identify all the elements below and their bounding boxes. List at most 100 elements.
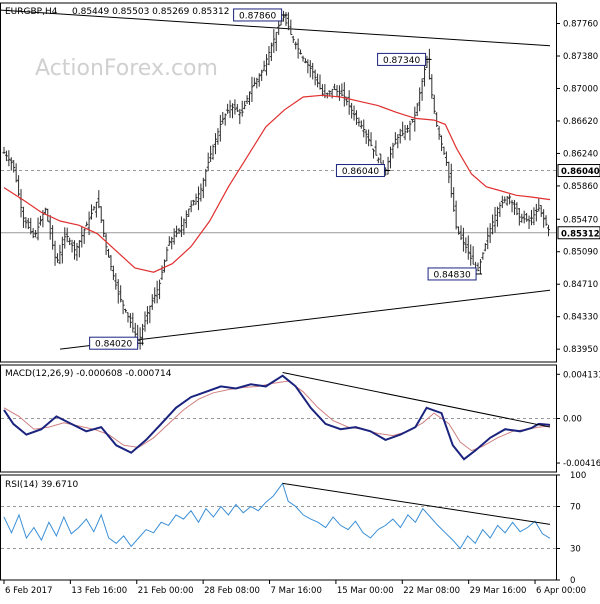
price-candle (38, 215, 42, 226)
price-candle (245, 95, 249, 104)
price-candle (72, 240, 76, 260)
panel-frame-0 (0, 2, 557, 363)
rsi-title: RSI(14) 39.6710 (5, 480, 78, 490)
price-candle (192, 199, 196, 206)
price-candle (145, 306, 149, 325)
price-candle (311, 62, 315, 80)
macd-trendline (282, 372, 551, 428)
price-candle (282, 10, 286, 22)
price-candle (211, 144, 215, 160)
price-candle (80, 226, 84, 248)
macd-panel: MACD(12,26,9) -0.000608 -0.000714 0.0041… (1, 369, 600, 469)
price-candle (435, 112, 439, 128)
price-candle (357, 117, 361, 127)
price-gridlines (1, 170, 556, 234)
price-candle (369, 132, 373, 147)
price-candle (206, 152, 210, 172)
price-candle (420, 78, 424, 101)
rsi-tick-label: 0 (570, 576, 575, 586)
price-candle (2, 146, 6, 154)
price-candle (70, 239, 74, 253)
price-candle (284, 12, 288, 27)
price-tick-label: 0.83950 (563, 345, 598, 355)
time-tick-label: 13 Feb 16:00 (71, 586, 127, 596)
price-candle (19, 189, 23, 218)
price-candle (425, 55, 429, 69)
price-axis: 0.87760 0.87380 0.87000 0.86620 0.86240 0.858… (556, 20, 600, 355)
price-candle (128, 313, 132, 328)
macd-tick-label: -0.004162 (563, 459, 600, 469)
price-trendline (0, 9, 551, 47)
price-candle (250, 76, 254, 102)
price-candle (143, 311, 147, 332)
price-candle (240, 100, 244, 117)
price-candle (447, 161, 451, 184)
price-candle (527, 215, 531, 230)
price-candle (9, 157, 13, 171)
price-candle (102, 219, 106, 238)
price-candle (495, 206, 499, 227)
price-candle (17, 175, 21, 196)
rsi-axis: 100 70 30 0 (556, 471, 586, 586)
price-candle (330, 88, 334, 99)
price-candle (68, 237, 72, 246)
price-candle (167, 236, 171, 246)
price-candle (131, 312, 135, 333)
price-tick-label: 0.86620 (563, 117, 598, 127)
price-candle (437, 126, 441, 140)
price-candle (31, 228, 35, 239)
rsi-reference-lines (1, 506, 556, 549)
price-candle (228, 100, 232, 118)
price-candle (418, 87, 422, 112)
price-candle (260, 69, 264, 81)
time-tick-label: 15 Mar 00:00 (337, 586, 394, 596)
price-candle (248, 91, 252, 105)
price-candle (218, 114, 222, 142)
price-annotation: 0.86040 (335, 164, 391, 178)
price-candle (427, 48, 431, 80)
price-candle (515, 202, 519, 216)
price-candle (464, 237, 468, 254)
price-candle (364, 129, 368, 144)
price-candle (340, 83, 344, 97)
macd-tick-label: 0.00 (563, 415, 582, 425)
price-candle (252, 77, 256, 87)
price-candle (111, 265, 115, 281)
price-candle (34, 229, 38, 238)
price-candle (476, 262, 480, 272)
price-candle (177, 227, 181, 234)
price-candle (155, 280, 159, 304)
price-candle (51, 225, 55, 250)
price-tick-label: 0.85090 (563, 248, 598, 258)
price-candle (491, 214, 495, 235)
price-candle (48, 215, 52, 240)
price-candle (126, 312, 130, 323)
price-candle (430, 74, 434, 99)
price-candle (14, 163, 18, 183)
price-candle (97, 190, 101, 209)
price-tick-label: 0.84710 (563, 280, 598, 290)
rsi-trendline (282, 482, 551, 525)
price-candle (547, 224, 551, 237)
price-candle (335, 85, 339, 98)
price-candle (512, 199, 516, 215)
macd-tick-label: 0.004131 (563, 370, 600, 380)
time-tick-label: 22 Mar 08:00 (403, 586, 460, 596)
price-candle (461, 227, 465, 252)
price-candle (337, 85, 341, 101)
price-candle (350, 102, 354, 119)
price-candle (498, 202, 502, 217)
price-tick-label: 0.85860 (563, 182, 598, 192)
price-candle (459, 225, 463, 241)
price-candle (505, 196, 509, 206)
price-candle (182, 218, 186, 235)
price-candle (510, 199, 514, 213)
price-trendlines (0, 9, 551, 350)
price-candle (53, 240, 57, 266)
price-candles (2, 9, 551, 350)
price-candle (36, 217, 40, 241)
price-candle (454, 200, 458, 230)
price-tick-label: 0.86240 (563, 149, 598, 159)
price-candle (410, 118, 414, 123)
